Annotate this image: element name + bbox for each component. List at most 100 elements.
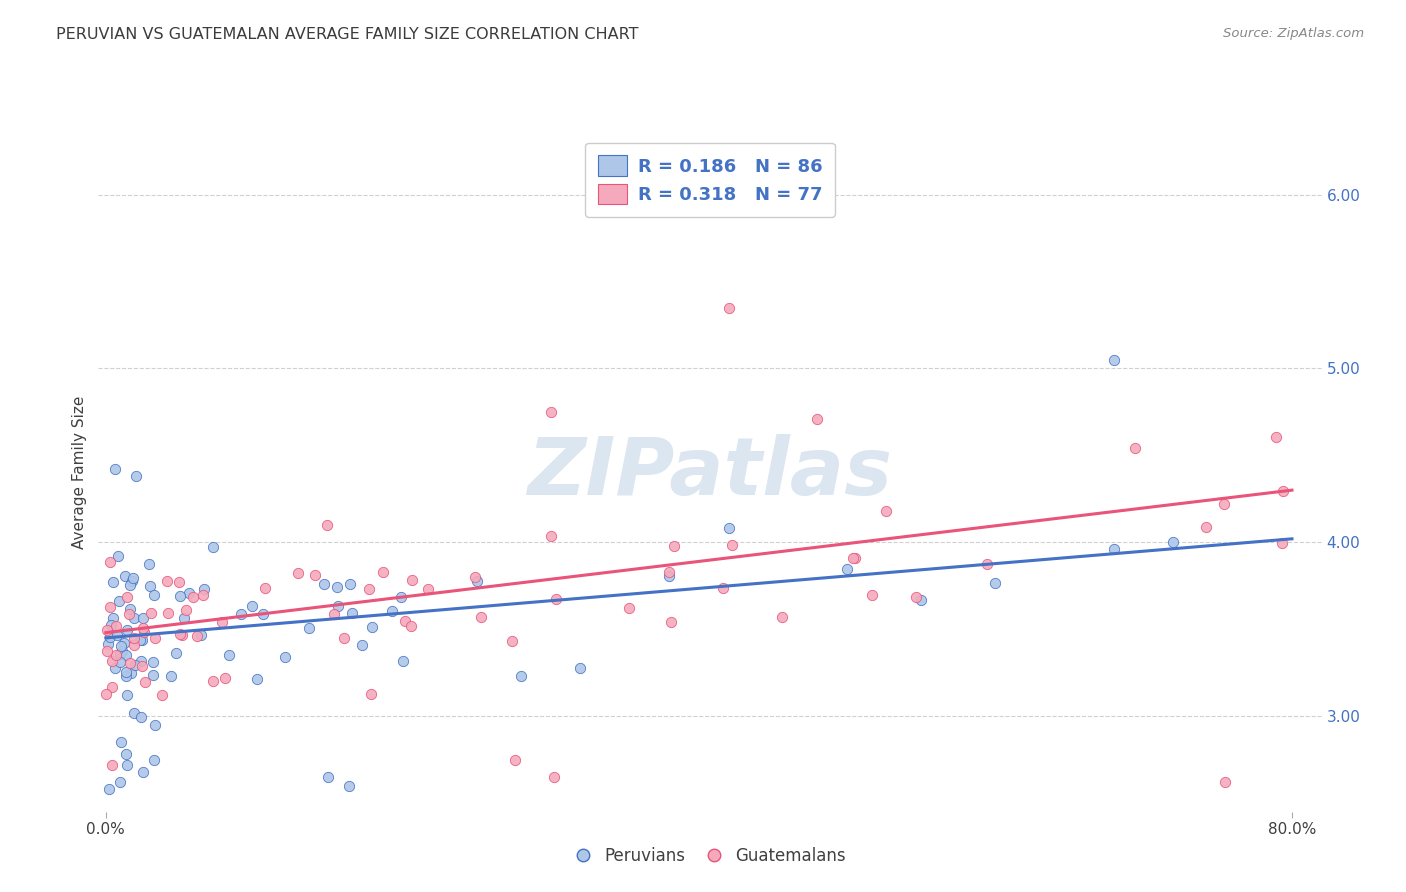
Point <box>122 638 145 652</box>
Point <box>120 656 142 670</box>
Point <box>1195 520 1218 534</box>
Point <box>837 562 859 576</box>
Point <box>287 566 309 581</box>
Point <box>98 555 121 569</box>
Point <box>191 588 214 602</box>
Point <box>352 638 374 652</box>
Point <box>105 619 128 633</box>
Point <box>98 782 121 797</box>
Point <box>503 753 526 767</box>
Point <box>120 665 142 680</box>
Point <box>314 576 336 591</box>
Point <box>122 611 145 625</box>
Point <box>1272 484 1295 499</box>
Point <box>155 574 177 588</box>
Point <box>465 574 488 588</box>
Point <box>214 671 236 685</box>
Point <box>115 757 138 772</box>
Point <box>1213 497 1236 511</box>
Point <box>1123 441 1146 455</box>
Point <box>315 518 337 533</box>
Point <box>124 469 146 483</box>
Point <box>246 672 269 686</box>
Point <box>658 569 681 583</box>
Point <box>252 607 274 621</box>
Point <box>104 462 127 476</box>
Point <box>139 607 162 621</box>
Point <box>1265 430 1288 444</box>
Point <box>138 557 160 571</box>
Point <box>156 606 179 620</box>
Point <box>132 764 155 779</box>
Point <box>1215 775 1237 789</box>
Point <box>120 578 142 592</box>
Point <box>371 565 394 579</box>
Point <box>172 628 194 642</box>
Point <box>361 620 384 634</box>
Point <box>110 775 132 789</box>
Point <box>122 706 145 720</box>
Point <box>1271 535 1294 549</box>
Point <box>910 592 932 607</box>
Point <box>107 594 129 608</box>
Point <box>120 602 142 616</box>
Point <box>104 648 127 663</box>
Point <box>392 654 415 668</box>
Point <box>186 629 208 643</box>
Point <box>201 540 224 554</box>
Point <box>142 668 165 682</box>
Point <box>174 603 197 617</box>
Point <box>169 589 191 603</box>
Point <box>167 575 190 590</box>
Point <box>145 718 167 732</box>
Legend: Peruvians, Guatemalans: Peruvians, Guatemalans <box>568 840 852 871</box>
Point <box>134 674 156 689</box>
Point <box>129 633 152 648</box>
Point <box>875 504 897 518</box>
Point <box>115 689 138 703</box>
Point <box>115 669 138 683</box>
Point <box>337 779 360 793</box>
Point <box>984 576 1007 591</box>
Point <box>399 618 422 632</box>
Point <box>129 654 152 668</box>
Point <box>159 668 181 682</box>
Point <box>905 590 928 604</box>
Point <box>326 599 349 613</box>
Point <box>115 747 138 762</box>
Point <box>1102 352 1125 367</box>
Point <box>976 558 998 572</box>
Point <box>540 405 562 419</box>
Point <box>122 571 145 585</box>
Point <box>389 590 412 604</box>
Point <box>617 601 640 615</box>
Point <box>298 622 321 636</box>
Point <box>181 590 204 604</box>
Text: ZIPatlas: ZIPatlas <box>527 434 893 512</box>
Point <box>806 411 828 425</box>
Point <box>96 644 118 658</box>
Point <box>323 607 346 621</box>
Point <box>844 551 866 566</box>
Point <box>100 617 122 632</box>
Point <box>772 610 794 624</box>
Point <box>721 538 744 552</box>
Point <box>470 609 492 624</box>
Point <box>96 687 118 701</box>
Point <box>333 631 356 645</box>
Point <box>510 669 533 683</box>
Point <box>105 628 128 642</box>
Point <box>304 568 326 582</box>
Point <box>211 615 233 630</box>
Point <box>100 630 122 644</box>
Point <box>326 580 349 594</box>
Point <box>218 648 240 662</box>
Point <box>165 646 187 660</box>
Point <box>142 655 165 669</box>
Point <box>860 588 883 602</box>
Point <box>193 582 215 596</box>
Point <box>190 628 212 642</box>
Point <box>201 674 224 689</box>
Point <box>139 579 162 593</box>
Point <box>501 634 523 648</box>
